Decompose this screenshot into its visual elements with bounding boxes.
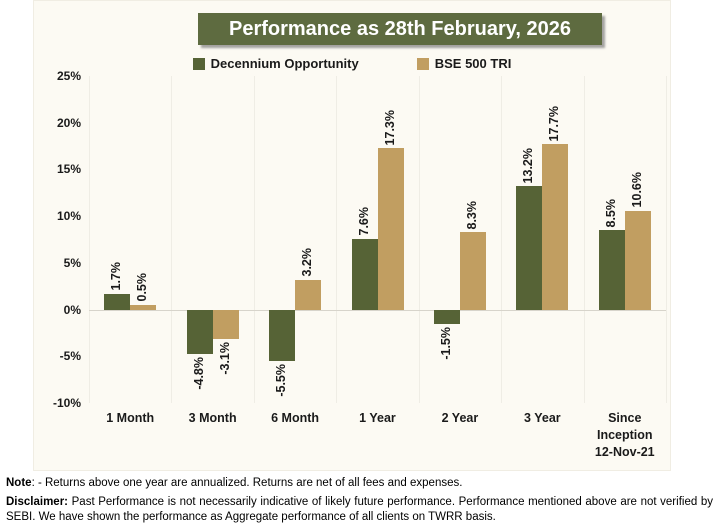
bar <box>433 309 460 324</box>
legend-label-bse500: BSE 500 TRI <box>434 56 512 71</box>
y-tick-label: 25% <box>56 69 81 83</box>
gridline <box>336 76 338 403</box>
disclaimer-text: Past Performance is not necessarily indi… <box>6 495 713 524</box>
gridline <box>418 76 420 403</box>
chart-title: Performance as 28th February, 2026 <box>198 13 602 45</box>
bar <box>295 279 322 310</box>
bar-value-label: 8.5% <box>603 198 618 228</box>
y-tick-label: -10% <box>52 396 81 410</box>
zero-axis-line <box>89 309 666 311</box>
note-line: Note: - Returns above one year are annua… <box>6 476 713 492</box>
plot-area: 1.7% -4.8% -5.5% 7.6% -1.5% 13.2% 8.5% 0.5% -3.1… <box>89 76 667 403</box>
y-tick-label: 15% <box>56 162 81 177</box>
bar <box>377 147 404 310</box>
legend-item-bse500: BSE 500 TRI <box>416 56 512 71</box>
bar-value-label: 3.2% <box>300 248 315 277</box>
gridline <box>666 76 667 403</box>
bar-value-label: 10.6% <box>629 172 644 208</box>
bar <box>624 210 651 310</box>
x-category-label: 2 Year <box>441 411 479 425</box>
x-category-label: 3 Month <box>188 411 237 425</box>
y-tick-label: -5% <box>59 349 81 364</box>
bar-value-label: -1.5% <box>438 326 453 360</box>
bar-value-label: 0.5% <box>135 273 150 302</box>
bar <box>459 232 486 310</box>
bar <box>104 293 131 310</box>
legend-label-decennium: Decennium Opportunity <box>210 56 359 71</box>
bar <box>542 144 569 310</box>
bar-value-label: 8.3% <box>464 200 479 230</box>
legend-swatch-bse500-icon <box>416 57 429 70</box>
y-tick-label: 0% <box>63 302 81 317</box>
note-text: : - Returns above one year are annualize… <box>31 477 463 489</box>
bar-value-label: 13.2% <box>521 147 536 184</box>
performance-chart-card: Performance as 28th February, 2026 Decen… <box>33 0 671 471</box>
y-tick-label: 20% <box>56 115 81 130</box>
y-tick-label: 5% <box>63 255 81 270</box>
chart-legend: Decennium Opportunity BSE 500 TRI <box>34 56 670 71</box>
y-axis: 25% 20% 15% 10% 5% 0% -5% -10% <box>34 69 81 410</box>
bar-value-label: -4.8% <box>191 357 206 391</box>
bar-value-label: 17.7% <box>547 105 562 142</box>
bar <box>186 309 213 355</box>
legend-item-decennium: Decennium Opportunity <box>192 56 359 71</box>
x-category-label: 3 Year <box>524 411 561 425</box>
gridline <box>583 76 585 403</box>
bar-value-label: -3.1% <box>217 341 232 375</box>
gridline <box>501 76 503 403</box>
gridline <box>171 76 173 403</box>
gridline <box>89 76 90 403</box>
bar-value-label: 17.3% <box>382 109 397 145</box>
bar-value-label: 1.7% <box>109 262 124 291</box>
footnotes: Note: - Returns above one year are annua… <box>6 476 713 529</box>
disclaimer-line: Disclaimer: Past Performance is not nece… <box>6 495 713 526</box>
x-category-label: 1 Year <box>359 411 396 425</box>
disclaimer-label: Disclaimer: <box>6 495 69 508</box>
x-category-label: 1 Month <box>106 411 155 425</box>
bar <box>269 309 296 361</box>
x-category-label: 6 Month <box>271 411 320 425</box>
bar <box>516 186 543 310</box>
legend-swatch-decennium-icon <box>192 57 205 70</box>
y-tick-label: 10% <box>56 209 81 224</box>
bar <box>598 230 625 310</box>
gridline <box>253 76 255 403</box>
bar-value-label: -5.5% <box>274 363 289 397</box>
bar <box>351 238 378 310</box>
note-label: Note <box>6 477 32 489</box>
bar <box>212 309 239 339</box>
bar-value-label: 7.6% <box>356 207 371 236</box>
x-category-label: Since Inception 12-Nov-21 <box>594 411 655 459</box>
bar <box>130 304 157 310</box>
